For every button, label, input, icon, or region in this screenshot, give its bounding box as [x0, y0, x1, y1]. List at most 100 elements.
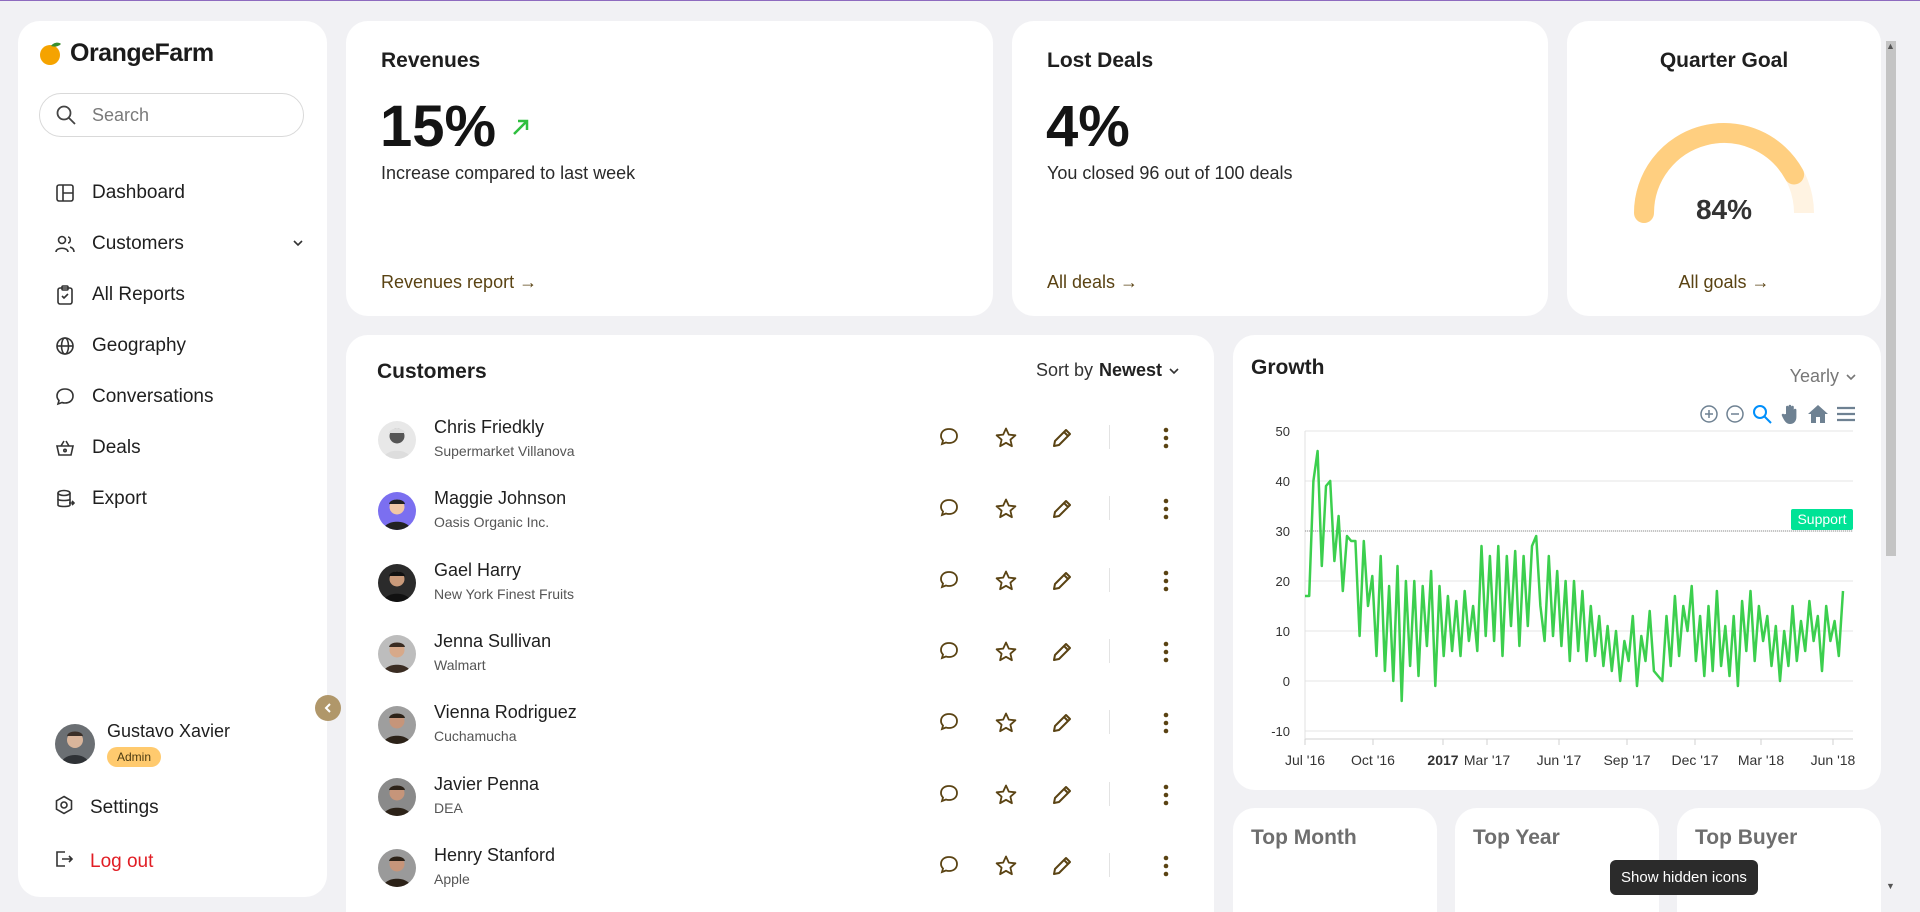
sidebar-item-deals[interactable]: Deals [54, 422, 304, 473]
y-tick-label: 20 [1276, 574, 1290, 589]
table-row[interactable]: Henry Stanford Apple [378, 841, 1178, 901]
user-profile[interactable]: Gustavo Xavier Admin [55, 721, 230, 767]
all-deals-link[interactable]: All deals → [1047, 272, 1139, 292]
customers-title: Customers [377, 360, 487, 383]
star-icon[interactable] [994, 426, 1018, 455]
customer-name: Jenna Sullivan [434, 630, 552, 651]
zoom-in-icon[interactable] [1699, 404, 1719, 424]
y-tick-label: 30 [1276, 524, 1290, 539]
star-icon[interactable] [994, 783, 1018, 812]
action-divider [1109, 425, 1110, 449]
edit-pencil-icon[interactable] [1050, 854, 1074, 883]
search-input[interactable] [92, 104, 262, 126]
table-row[interactable]: Gael Harry New York Finest Fruits [378, 556, 1178, 616]
sidebar-item-conversations[interactable]: Conversations [54, 371, 304, 422]
customer-name: Chris Friedkly [434, 417, 545, 437]
settings-link[interactable]: Settings [54, 795, 159, 821]
reset-home-icon[interactable] [1807, 403, 1829, 425]
action-divider [1109, 852, 1110, 877]
app-logo[interactable]: OrangeFarm [38, 39, 214, 68]
sidebar-item-export[interactable]: Export [54, 473, 304, 524]
more-options-icon[interactable] [1162, 640, 1170, 669]
quarter-goal-value: 84% [1695, 194, 1753, 225]
customer-company: Apple [434, 870, 470, 887]
search-box[interactable] [39, 93, 304, 137]
more-options-icon[interactable] [1162, 783, 1170, 812]
action-divider [1109, 710, 1110, 735]
customer-avatar [378, 421, 416, 459]
user-avatar [55, 724, 95, 764]
star-icon[interactable] [994, 497, 1018, 526]
orange-icon [40, 42, 61, 65]
edit-pencil-icon[interactable] [1050, 783, 1074, 812]
more-options-icon[interactable] [1162, 854, 1170, 883]
revenues-report-link[interactable]: Revenues report → [381, 272, 538, 292]
collapse-sidebar-button[interactable] [315, 695, 341, 721]
y-tick-label: 0 [1283, 674, 1290, 689]
x-tick-label: 2017 [1427, 752, 1458, 768]
sort-dropdown[interactable]: Sort by Newest [1036, 360, 1180, 381]
series-line [1305, 449, 1845, 703]
logout-link[interactable]: Log out [54, 849, 153, 875]
sidebar-item-all-reports[interactable]: All Reports [54, 269, 304, 320]
star-icon[interactable] [994, 640, 1018, 669]
zoom-out-icon[interactable] [1725, 404, 1745, 424]
revenues-card: Revenues 15% Increase compared to last w… [346, 21, 993, 316]
message-icon[interactable] [938, 569, 960, 596]
x-tick-label: Mar '18 [1738, 752, 1784, 768]
all-goals-link[interactable]: All goals → [1678, 272, 1770, 292]
star-icon[interactable] [994, 569, 1018, 598]
edit-pencil-icon[interactable] [1050, 640, 1074, 669]
sort-value: Newest [1098, 360, 1162, 380]
period-dropdown[interactable]: Yearly [1790, 366, 1857, 387]
user-name: Gustavo Xavier [107, 721, 231, 741]
message-icon[interactable] [938, 711, 960, 738]
period-value: Yearly [1789, 366, 1839, 386]
sidebar-item-customers[interactable]: Customers [54, 218, 304, 269]
scroll-down-arrow[interactable]: ▼ [1886, 881, 1895, 891]
chart-toolbar [1699, 403, 1857, 425]
message-icon[interactable] [938, 854, 960, 881]
settings-icon [54, 795, 74, 821]
table-row[interactable]: Vienna Rodriguez Cuchamucha [378, 698, 1178, 758]
table-row[interactable]: Chris Friedkly Supermarket Villanova [378, 413, 1178, 473]
growth-title: Growth [1251, 356, 1325, 379]
x-tick-label: Sep '17 [1603, 752, 1650, 768]
customer-company: Cuchamucha [434, 728, 517, 745]
pan-hand-icon[interactable] [1779, 403, 1801, 425]
sidebar-item-dashboard[interactable]: Dashboard [54, 167, 304, 218]
more-options-icon[interactable] [1162, 711, 1170, 740]
growth-card: Growth Yearly 50 40 30 20 10 0 -10 Support Jul '… [1233, 335, 1881, 790]
chevron-down-icon[interactable] [292, 233, 304, 255]
top-year-title: Top Year [1473, 826, 1560, 849]
scrollbar-thumb[interactable] [1886, 41, 1896, 556]
scroll-up-arrow[interactable]: ▲ [1886, 41, 1895, 51]
edit-pencil-icon[interactable] [1050, 711, 1074, 740]
edit-pencil-icon[interactable] [1050, 569, 1074, 598]
menu-icon[interactable] [1835, 403, 1857, 425]
message-icon[interactable] [938, 783, 960, 810]
table-row[interactable]: Jenna Sullivan Walmart [378, 627, 1178, 687]
lost-deals-value-row: 4% [1046, 93, 1130, 160]
message-icon[interactable] [938, 426, 960, 453]
customer-avatar [378, 492, 416, 531]
table-row[interactable]: Maggie Johnson Oasis Organic Inc. [378, 484, 1178, 544]
edit-pencil-icon[interactable] [1050, 497, 1074, 526]
customer-avatar [378, 848, 416, 887]
more-options-icon[interactable] [1162, 497, 1170, 526]
more-options-icon[interactable] [1162, 569, 1170, 598]
message-icon[interactable] [938, 640, 960, 667]
star-icon[interactable] [994, 711, 1018, 740]
customer-name: Henry Stanford [434, 844, 556, 865]
revenues-value-row: 15% [380, 93, 532, 160]
sidebar-item-geography[interactable]: Geography [54, 320, 304, 371]
star-icon[interactable] [994, 854, 1018, 883]
message-icon[interactable] [938, 497, 960, 524]
customer-company: Supermarket Villanova [434, 443, 575, 459]
chevron-left-icon [324, 703, 331, 713]
action-divider [1109, 781, 1110, 806]
more-options-icon[interactable] [1162, 426, 1170, 455]
selection-zoom-icon[interactable] [1751, 403, 1773, 425]
table-row[interactable]: Javier Penna DEA [378, 770, 1178, 830]
edit-pencil-icon[interactable] [1050, 426, 1074, 455]
